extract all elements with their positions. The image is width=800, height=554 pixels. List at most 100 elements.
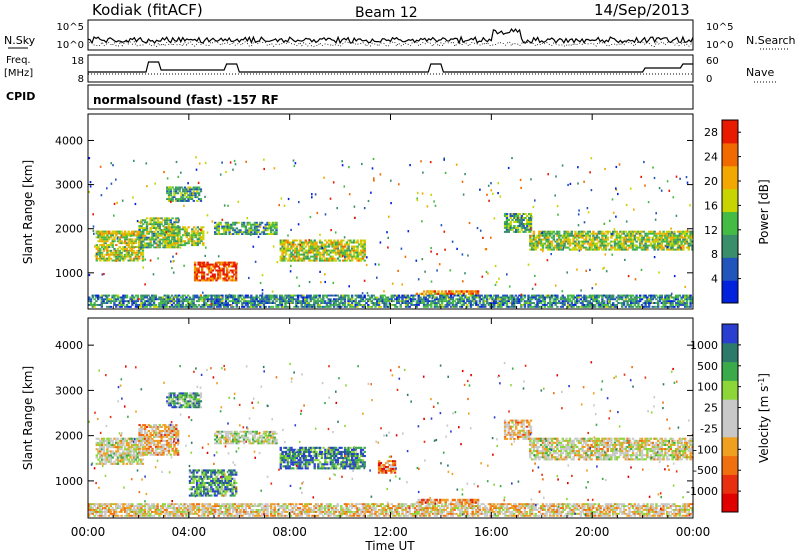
scatter-cell <box>549 240 552 243</box>
scatter-cell <box>210 305 213 308</box>
scatter-cell <box>567 296 570 299</box>
scatter-cell <box>242 231 246 234</box>
scatter-cell <box>468 221 471 225</box>
scatter-cell <box>199 279 202 282</box>
scatter-cell <box>233 229 237 232</box>
scatter-cell <box>505 217 509 219</box>
scatter-cell <box>151 439 154 442</box>
scatter-cell <box>354 302 357 304</box>
scatter-cell <box>120 446 123 449</box>
scatter-cell <box>252 245 255 248</box>
scatter-cell <box>162 219 165 222</box>
scatter-cell <box>653 238 656 241</box>
scatter-cell <box>680 244 683 247</box>
scatter-cell <box>507 300 510 303</box>
scatter-cell <box>680 232 683 235</box>
scatter-cell <box>433 304 437 306</box>
scatter-cell <box>113 446 116 449</box>
scatter-cell <box>511 215 514 217</box>
scatter-cell <box>658 187 661 190</box>
scatter-cell <box>138 437 141 440</box>
scatter-cell <box>295 239 299 242</box>
scatter-cell <box>329 197 332 200</box>
scatter-cell <box>343 300 347 303</box>
scatter-cell <box>358 251 361 254</box>
scatter-cell <box>325 302 329 304</box>
scatter-cell <box>123 238 127 241</box>
scatter-cell <box>190 192 194 195</box>
scatter-cell <box>379 294 383 297</box>
scatter-cell <box>559 234 563 237</box>
scatter-cell <box>340 243 343 246</box>
scatter-cell <box>392 300 395 303</box>
scatter-cell <box>221 294 224 297</box>
scatter-cell <box>138 458 141 461</box>
scatter-cell <box>139 253 143 256</box>
scatter-cell <box>248 227 251 230</box>
scatter-cell <box>622 302 626 304</box>
scatter-cell <box>158 441 161 444</box>
scatter-cell <box>140 294 143 297</box>
scatter-cell <box>139 238 143 241</box>
scatter-cell <box>287 197 290 201</box>
scatter-cell <box>621 242 624 245</box>
scatter-cell <box>532 232 536 235</box>
scatter-cell <box>102 249 106 252</box>
scatter-cell <box>394 304 397 306</box>
scatter-cell <box>163 300 166 303</box>
scatter-cell <box>143 244 147 247</box>
scatter-cell <box>217 304 220 306</box>
scatter-cell <box>631 294 635 297</box>
scatter-cell <box>363 251 366 254</box>
scatter-cell <box>485 294 489 297</box>
scatter-cell <box>257 296 260 299</box>
scatter-cell <box>171 228 174 231</box>
scatter-cell <box>253 302 257 304</box>
scatter-cell <box>149 246 152 249</box>
scatter-cell <box>297 253 300 256</box>
scatter-cell <box>281 239 284 242</box>
scatter-cell <box>522 219 525 221</box>
scatter-cell <box>129 234 132 238</box>
scatter-cell <box>520 296 523 299</box>
scatter-cell <box>649 232 653 235</box>
scatter-cell <box>503 223 507 225</box>
scatter-cell <box>676 302 680 304</box>
scatter-cell <box>229 269 232 272</box>
scatter-cell <box>567 298 570 301</box>
scatter-cell <box>579 232 582 235</box>
scatter-cell <box>507 225 510 227</box>
scatter-cell <box>297 223 300 226</box>
scatter-cell <box>167 196 171 199</box>
scatter-cell <box>194 234 198 237</box>
scatter-cell <box>361 296 365 299</box>
scatter-cell <box>266 227 269 230</box>
scatter-cell <box>160 305 163 308</box>
scatter-cell <box>196 244 199 247</box>
scatter-cell <box>684 285 686 288</box>
scatter-cell <box>104 253 107 256</box>
scatter-cell <box>334 300 338 303</box>
scatter-cell <box>149 244 152 247</box>
scatter-cell <box>597 236 600 239</box>
scatter-cell <box>242 223 246 226</box>
scatter-cell <box>115 178 117 181</box>
scatter-cell <box>334 298 338 301</box>
scatter-cell <box>615 242 618 245</box>
scatter-cell <box>268 227 271 230</box>
scatter-cell <box>505 228 509 231</box>
scatter-cell <box>484 294 487 297</box>
scatter-cell <box>201 305 204 308</box>
scatter-cell <box>242 305 246 308</box>
scatter-cell <box>309 259 313 262</box>
scatter-cell <box>273 296 276 299</box>
scatter-cell <box>224 225 228 228</box>
scatter-cell <box>581 304 584 306</box>
scatter-cell <box>365 263 368 267</box>
scatter-cell <box>165 244 169 247</box>
scatter-cell <box>631 248 635 251</box>
scatter-cell <box>601 242 604 245</box>
scatter-cell <box>104 242 107 245</box>
scatter-cell <box>183 300 186 303</box>
scatter-cell <box>132 259 136 262</box>
